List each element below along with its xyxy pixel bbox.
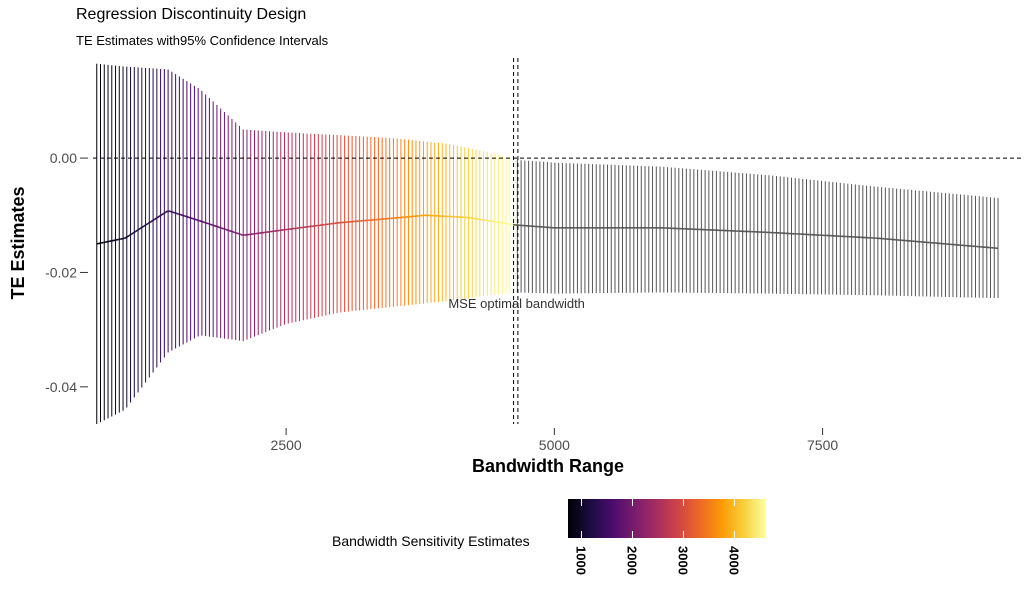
- estimate-line-segment: [164, 210, 169, 214]
- estimate-line-segment: [171, 211, 175, 214]
- x-tick-label: 7500: [807, 437, 838, 453]
- colorbar-ticks: 1000 2000 3000 4000: [574, 499, 741, 575]
- estimate-line-segment: [197, 219, 201, 222]
- x-axis-title: Bandwidth Range: [472, 456, 624, 476]
- estimate-line-segment: [205, 222, 209, 225]
- estimate-line-segment: [223, 227, 226, 231]
- estimate-line-segment: [218, 226, 222, 229]
- y-axis-ticks: 0.00 -0.02 -0.04: [45, 150, 88, 395]
- estimate-line-segment: [210, 223, 213, 226]
- estimate-line-segment: [132, 230, 136, 234]
- estimate-line-segment: [160, 213, 164, 216]
- error-bars: [96, 63, 999, 424]
- estimate-line-segment: [225, 228, 228, 231]
- estimate-line-segment: [182, 214, 185, 217]
- estimate-line-segment: [156, 215, 160, 219]
- estimate-line-segment: [128, 233, 132, 237]
- estimate-line-segment: [152, 218, 156, 222]
- colorbar-tick-label: 1000: [574, 546, 589, 575]
- estimate-line-segment: [233, 231, 237, 234]
- estimate-line-segment: [124, 236, 128, 239]
- estimate-line-segment: [175, 212, 179, 215]
- chart-subtitle: TE Estimates with95% Confidence Interval…: [76, 33, 329, 48]
- estimate-line-segment: [137, 228, 141, 231]
- estimate-line-segment: [178, 213, 181, 216]
- estimate-line-segment: [188, 216, 192, 219]
- estimate-line-segment: [214, 225, 218, 228]
- y-axis-title: TE Estimates: [8, 186, 28, 299]
- estimate-line-segment: [162, 211, 166, 215]
- estimate-line-segment: [201, 220, 205, 223]
- mse-annotation: MSE optimal bandwidth: [448, 296, 585, 311]
- estimate-line-segment: [169, 210, 173, 213]
- estimate-line-segment: [149, 219, 153, 223]
- colorbar-tick-label: 2000: [624, 546, 639, 575]
- x-tick-label: 5000: [539, 437, 570, 453]
- estimate-line-segment: [130, 232, 134, 236]
- estimate-line-segment: [227, 229, 231, 232]
- colorbar-tick-label: 3000: [675, 546, 690, 575]
- estimate-line-segment: [139, 226, 143, 230]
- x-tick-label: 2500: [271, 437, 302, 453]
- estimate-line-segment: [235, 232, 239, 235]
- estimate-line-segment: [240, 233, 243, 236]
- estimate-line-segment: [158, 214, 162, 218]
- estimate-line-segment: [203, 221, 207, 224]
- y-tick-label: -0.04: [45, 379, 77, 395]
- estimate-line-segment: [154, 217, 158, 220]
- estimate-line-segment: [147, 221, 151, 225]
- estimate-line-segment: [195, 218, 198, 221]
- estimate-line-segment: [220, 227, 224, 230]
- estimate-line-segment: [208, 222, 211, 226]
- estimate-line-segment: [190, 217, 194, 220]
- colorbar: [568, 499, 766, 538]
- color-legend: 1000 2000 3000 4000: [568, 499, 766, 575]
- estimate-line-group: [96, 210, 999, 250]
- estimate-line-segment: [231, 230, 235, 234]
- chart-title: Regression Discontinuity Design: [76, 6, 307, 23]
- estimate-line-segment: [193, 217, 196, 221]
- estimate-line-segment: [141, 225, 145, 229]
- estimate-line-segment: [212, 224, 216, 227]
- estimate-line-segment: [143, 224, 147, 227]
- legend-title: Bandwidth Sensitivity Estimates: [332, 533, 530, 549]
- estimate-line-segment: [145, 222, 149, 226]
- estimate-line-segment: [126, 235, 130, 238]
- estimate-line-segment: [199, 220, 203, 223]
- estimate-line-segment: [173, 211, 177, 215]
- estimate-line-segment: [186, 215, 190, 219]
- estimate-line-segment: [180, 213, 183, 217]
- estimate-line-segment: [229, 230, 233, 233]
- colorbar-tick-label: 4000: [726, 546, 741, 575]
- estimate-line-segment: [238, 232, 241, 236]
- estimate-line-segment: [184, 215, 188, 218]
- estimate-line-segment: [216, 225, 220, 228]
- y-tick-label: -0.02: [45, 264, 77, 280]
- y-tick-label: 0.00: [50, 150, 77, 166]
- x-axis-ticks: 2500 5000 7500: [271, 428, 838, 453]
- estimate-line-segment: [134, 229, 138, 233]
